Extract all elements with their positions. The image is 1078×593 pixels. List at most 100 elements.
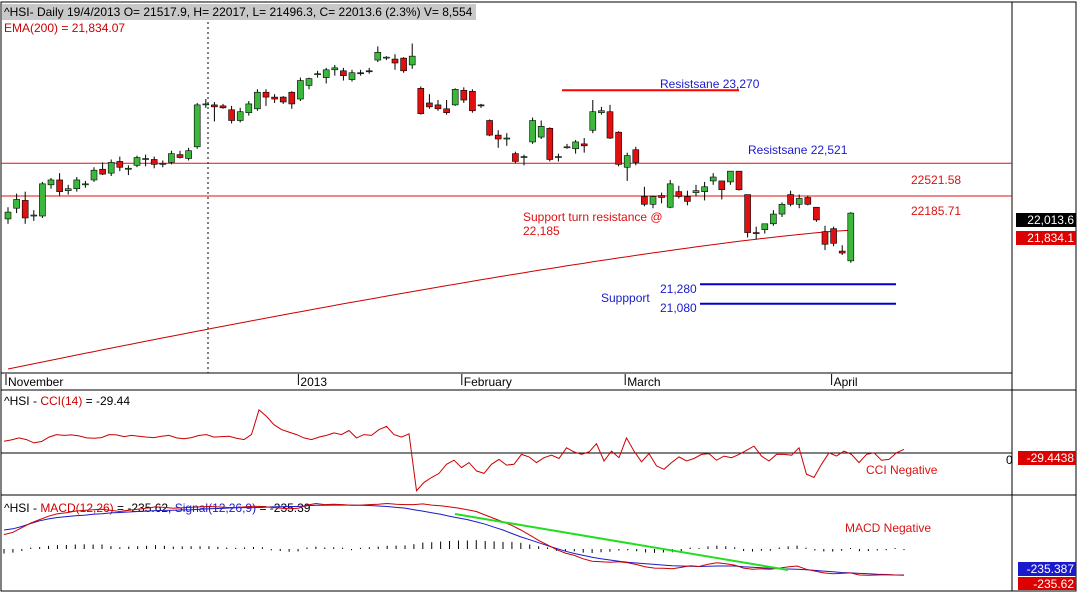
- header-price-line: ^HSI- Daily 19/4/2013 O= 21517.9, H= 220…: [4, 5, 473, 19]
- candle-body: [21, 200, 29, 219]
- header-bg: [2, 4, 476, 20]
- candle: [529, 117, 536, 144]
- macd-series: [3, 502, 905, 576]
- candle: [434, 100, 442, 111]
- candle-body: [271, 96, 278, 100]
- candle-body: [82, 183, 89, 186]
- candle: [666, 179, 674, 209]
- candle: [245, 100, 253, 116]
- candle-body: [202, 103, 210, 106]
- ema-tag: [1016, 231, 1076, 245]
- candle: [262, 89, 270, 106]
- candle-body: [795, 198, 803, 205]
- candle-body: [813, 206, 820, 221]
- last-close-tag: [1016, 213, 1076, 227]
- candle: [503, 133, 511, 146]
- resistance-1-label: Resistsane 23,270: [660, 77, 760, 91]
- candle: [219, 103, 227, 109]
- candle-body: [254, 91, 261, 110]
- support-2-label: 21,080: [660, 301, 697, 315]
- candle-body: [211, 104, 218, 108]
- cci-title-prefix: ^HSI - CCI(14) = -29.44: [4, 394, 130, 408]
- macd-line: [3, 502, 905, 576]
- candle-body: [262, 91, 270, 98]
- candle: [426, 94, 433, 109]
- candle: [563, 143, 571, 149]
- candle-body: [125, 167, 132, 170]
- candle: [400, 57, 407, 73]
- candle: [727, 170, 734, 185]
- candle: [555, 153, 562, 162]
- candle: [159, 160, 167, 168]
- header-ema-line: EMA(200) = 21,834.07: [4, 21, 125, 35]
- candle-body: [391, 58, 399, 64]
- candle-body: [400, 57, 407, 72]
- candle: [21, 191, 29, 224]
- candle: [228, 105, 235, 124]
- candle: [125, 165, 132, 176]
- candle-body: [176, 154, 184, 158]
- macd-value-tag: [1018, 577, 1076, 590]
- month-label: March: [627, 375, 660, 389]
- candle: [537, 120, 545, 140]
- candle-body: [572, 141, 579, 150]
- candle-body: [133, 157, 141, 166]
- candle-body: [735, 170, 743, 190]
- candle-body: [847, 212, 855, 262]
- candle-body: [443, 108, 450, 113]
- candle: [90, 167, 98, 182]
- macd-value-tag-text: -235.62: [1033, 577, 1074, 591]
- candle-body: [615, 131, 622, 165]
- candle: [718, 180, 726, 200]
- candle-body: [47, 179, 55, 186]
- candle-body: [185, 150, 192, 159]
- candle-body: [529, 120, 536, 143]
- candle-body: [193, 104, 201, 148]
- candle-body: [821, 231, 829, 245]
- support-turn-label-2: 22,185: [523, 224, 560, 238]
- candle: [451, 88, 459, 106]
- candle: [709, 173, 717, 185]
- candle-body: [744, 194, 751, 233]
- candle-body: [460, 89, 468, 101]
- support-turn-label-1: Support turn resistance @: [523, 210, 663, 224]
- cci-value-tag: [1018, 451, 1076, 465]
- candle-body: [228, 109, 235, 121]
- candle-body: [658, 195, 665, 198]
- candle: [494, 130, 502, 148]
- candle: [150, 156, 158, 169]
- candle-body: [641, 196, 648, 205]
- candle: [202, 99, 210, 108]
- support-1-label: 21,280: [660, 282, 697, 296]
- candle-body: [787, 194, 794, 205]
- candle: [623, 152, 631, 181]
- candle: [357, 69, 364, 76]
- candle: [271, 94, 278, 103]
- candle-body: [73, 179, 81, 190]
- candle-body: [494, 134, 502, 140]
- hline-1-label: 22521.58: [911, 173, 961, 187]
- ema-line: [7, 229, 851, 370]
- candle-body: [245, 103, 253, 113]
- candle-body: [623, 155, 631, 168]
- candle: [408, 43, 416, 69]
- candle: [778, 202, 786, 217]
- candle: [383, 56, 390, 61]
- candle-body: [322, 69, 330, 78]
- candle-body: [159, 163, 167, 165]
- candle-body: [778, 204, 786, 215]
- macd-signal-line: [3, 504, 904, 576]
- candle-body: [701, 186, 708, 192]
- candle: [314, 70, 321, 78]
- candle: [546, 127, 554, 162]
- candle-body: [727, 170, 734, 183]
- candle: [322, 67, 330, 84]
- candle: [821, 225, 829, 251]
- candle-body: [434, 104, 442, 110]
- candle: [486, 119, 493, 137]
- candle-body: [555, 156, 562, 158]
- support-resistance-layer: [562, 89, 896, 305]
- candle: [64, 184, 72, 195]
- candle: [744, 194, 751, 238]
